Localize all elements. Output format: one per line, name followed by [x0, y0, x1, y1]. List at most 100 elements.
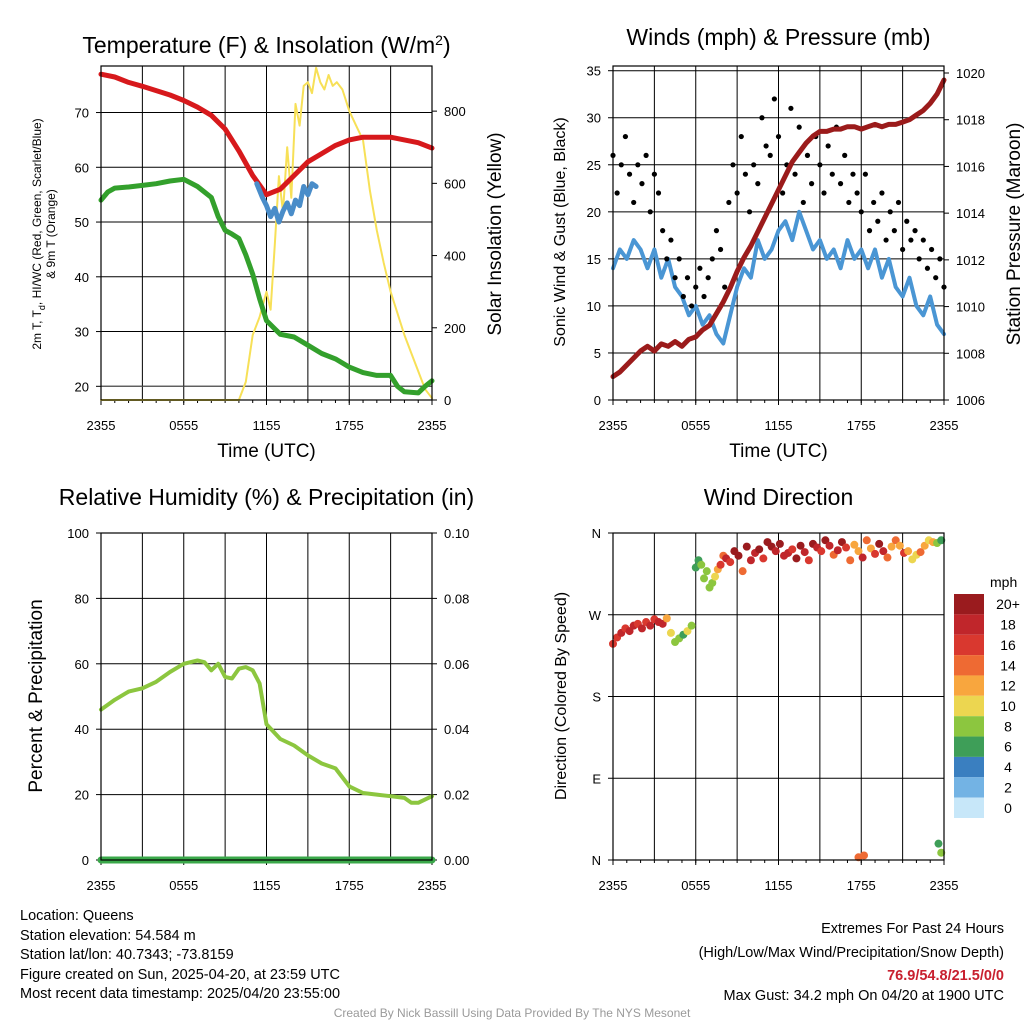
gust-point: [693, 284, 699, 290]
y2-tick-label: 1012: [956, 253, 985, 268]
x-tick-label: 2355: [930, 878, 959, 893]
gust-point: [875, 218, 881, 224]
y2-tick-label: 0.10: [444, 526, 469, 541]
y2-tick-label: 0: [444, 393, 451, 408]
colorbar-label: 20+: [996, 596, 1020, 612]
gust-point: [895, 199, 902, 206]
y2-axis-label: Solar Insolation (Yellow): [485, 132, 506, 335]
gust-point: [701, 293, 707, 300]
gust-point: [829, 171, 835, 177]
gust-point: [660, 228, 666, 234]
gust-point: [697, 265, 703, 271]
y-tick-label: 70: [75, 106, 89, 121]
y2-tick-label: 0.06: [444, 657, 469, 672]
direction-point: [858, 553, 867, 562]
x-tick-label: 2355: [418, 878, 447, 893]
direction-point: [800, 548, 809, 557]
humidity-precipitation-panel: 2355 0555 1155 1755 2355 Relative Humidity (%…: [26, 484, 474, 893]
colorbar-label: 6: [1004, 739, 1012, 755]
direction-point: [759, 554, 768, 563]
gust-point: [717, 246, 724, 253]
max-gust-text: Max Gust: 34.2 mph On 04/20 at 1900 UTC: [723, 988, 1004, 1004]
created-text: Figure created on Sun, 2025-04-20, at 23…: [20, 966, 340, 983]
gust-point: [746, 209, 753, 215]
gust-point: [904, 218, 910, 224]
x-tick-label: 0555: [681, 878, 710, 893]
gust-point: [912, 228, 918, 234]
wind-direction-panel: 2355 0555 1155 1755 2355 Wind Direction N E S W N D…: [553, 484, 958, 893]
gust-point: [676, 256, 682, 262]
direction-point: [842, 543, 851, 552]
y2-tick-label: 800: [444, 104, 466, 119]
y-tick-label: N: [592, 853, 601, 868]
x-tick-label: 1155: [253, 418, 281, 433]
gust-point: [887, 209, 893, 215]
x-tick-label: 2355: [930, 418, 959, 433]
gust-point: [866, 228, 873, 234]
y-axis-label: 2m T, Td, HI/WC (Red, Green, Scarlet/Blu…: [30, 118, 47, 349]
gust-point: [742, 171, 749, 177]
plot-frame: [612, 532, 945, 861]
pressure-line: [610, 77, 947, 380]
direction-point: [746, 556, 755, 565]
gust-point: [655, 190, 662, 196]
gust-point: [937, 256, 943, 262]
extremes-values: 76.9/54.8/21.5/0/0: [887, 968, 1004, 984]
y-tick-label: 20: [587, 205, 601, 220]
x-tick-label: 1155: [253, 878, 281, 893]
direction-point: [702, 567, 711, 576]
direction-point: [934, 839, 943, 848]
y-tick-label: 60: [75, 160, 89, 175]
latlon-text: Station lat/lon: 40.7343; -73.8159: [20, 947, 234, 963]
x-tick-label: 2355: [418, 418, 447, 433]
direction-point: [697, 560, 706, 569]
x-tick-label: 1155: [765, 878, 793, 893]
gust-point: [804, 152, 811, 158]
gust-point: [668, 237, 674, 243]
gust-point: [871, 199, 877, 206]
gust-point: [916, 256, 922, 262]
y-tick-label: 80: [75, 591, 89, 606]
direction-point: [625, 627, 634, 636]
y2-tick-label: 0.04: [444, 722, 469, 737]
colorbar-swatch: [954, 797, 984, 818]
gust-point: [858, 209, 864, 215]
y-axis-label: Sonic Wind & Gust (Blue, Black): [552, 117, 569, 346]
gust-point: [618, 162, 624, 168]
y-tick-label: 20: [75, 379, 89, 394]
gust-point: [796, 124, 802, 130]
extremes-block: Extremes For Past 24 Hours (High/Low/Max…: [699, 918, 1004, 1005]
direction-point: [817, 547, 826, 556]
gust-point: [842, 152, 848, 158]
y2-tick-label: 0.00: [444, 853, 469, 868]
gust-point: [825, 143, 831, 149]
gust-point: [771, 96, 777, 102]
gust-point: [626, 171, 633, 177]
x-tick-label: 0555: [169, 418, 198, 433]
direction-point: [875, 539, 884, 548]
direction-point: [916, 548, 925, 557]
y-tick-label: 25: [587, 158, 601, 173]
direction-point: [734, 551, 743, 560]
direction-point: [666, 628, 675, 637]
y2-tick-label: 0.02: [444, 788, 469, 803]
colorbar-unit: mph: [990, 574, 1017, 590]
direction-point: [887, 542, 896, 551]
direction-point: [846, 556, 855, 565]
gust-point: [900, 246, 906, 253]
direction-point: [788, 545, 797, 554]
elevation-text: Station elevation: 54.584 m: [20, 927, 196, 944]
y-tick-label: 5: [594, 346, 601, 361]
gust-point: [738, 133, 744, 140]
y-tick-label: S: [592, 690, 601, 705]
direction-point: [771, 547, 780, 556]
insolation-line: [100, 66, 433, 401]
x-tick-label: 0555: [169, 878, 198, 893]
gust-point: [722, 284, 728, 290]
y-tick-label: 30: [75, 325, 89, 340]
colorbar-label: 8: [1004, 718, 1012, 734]
x-tick-label: 2355: [87, 418, 116, 433]
y-tick-label: 60: [75, 657, 89, 672]
colorbar-swatch: [954, 594, 984, 615]
